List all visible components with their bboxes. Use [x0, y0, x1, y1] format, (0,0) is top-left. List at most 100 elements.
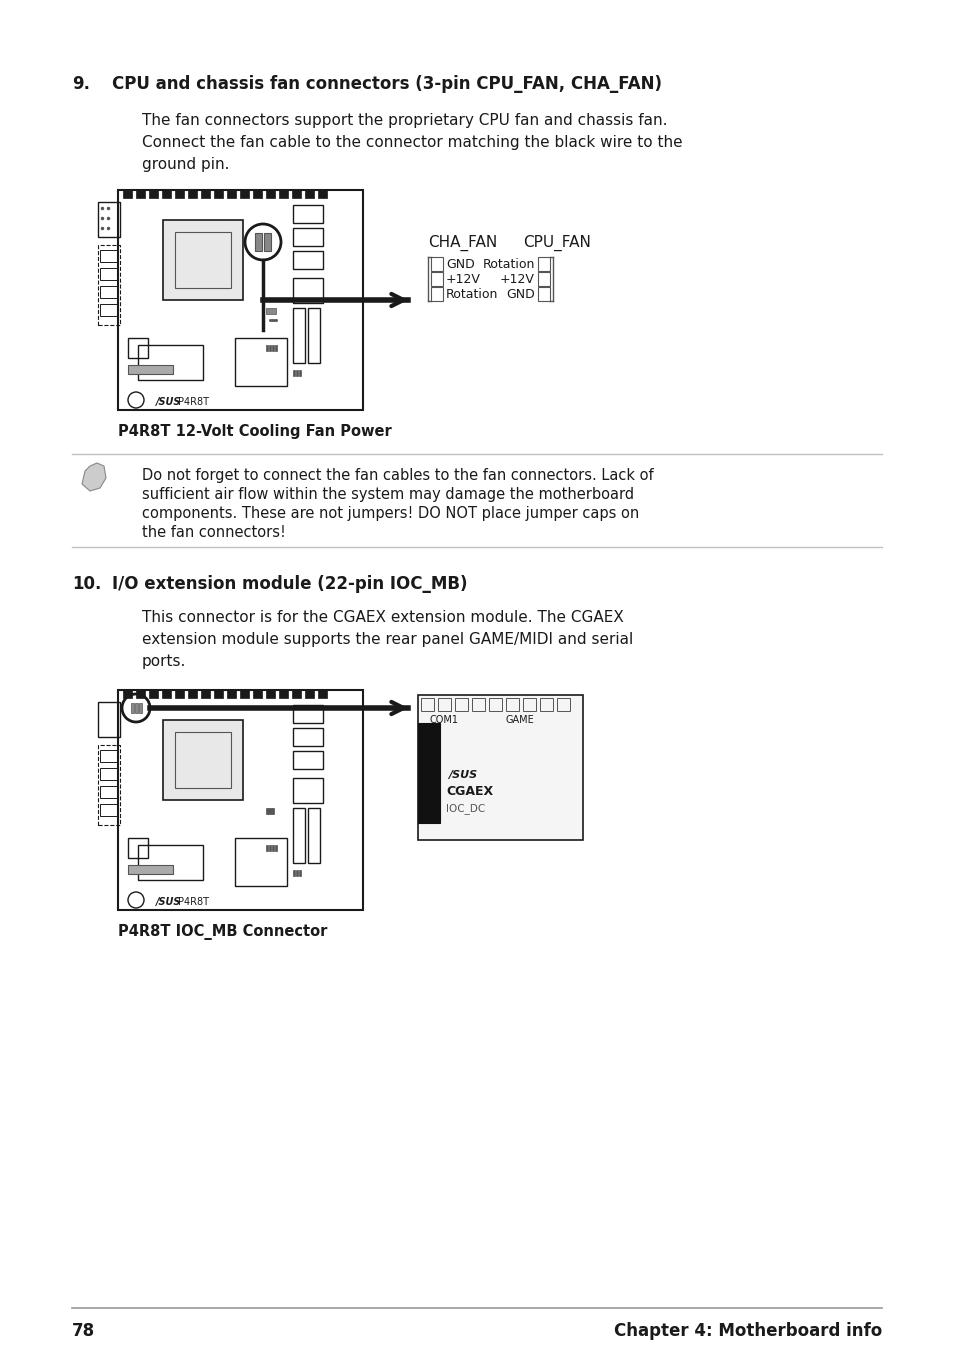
- Bar: [100, 250, 118, 262]
- Bar: [293, 705, 323, 723]
- Text: extension module supports the rear panel GAME/MIDI and serial: extension module supports the rear panel…: [142, 632, 633, 647]
- Bar: [266, 844, 268, 851]
- Bar: [118, 190, 363, 409]
- Bar: [272, 808, 274, 815]
- Bar: [293, 205, 323, 223]
- Bar: [213, 690, 223, 698]
- Bar: [293, 808, 305, 863]
- Bar: [437, 698, 451, 711]
- Text: ground pin.: ground pin.: [142, 157, 230, 172]
- Bar: [268, 808, 270, 815]
- Bar: [149, 190, 158, 199]
- Bar: [163, 220, 243, 300]
- Bar: [293, 751, 323, 769]
- Bar: [295, 370, 297, 376]
- Bar: [234, 338, 287, 386]
- Text: +12V: +12V: [499, 273, 535, 286]
- Text: sufficient air flow within the system may damage the motherboard: sufficient air flow within the system ma…: [142, 486, 634, 503]
- Text: components. These are not jumpers! DO NOT place jumper caps on: components. These are not jumpers! DO NO…: [142, 507, 639, 521]
- Bar: [522, 698, 536, 711]
- Bar: [269, 844, 271, 851]
- Bar: [100, 304, 118, 316]
- Text: IOC_DC: IOC_DC: [446, 802, 485, 813]
- Bar: [557, 698, 569, 711]
- Bar: [100, 767, 118, 780]
- Bar: [293, 278, 323, 303]
- Bar: [274, 345, 276, 351]
- Bar: [295, 870, 297, 875]
- Text: CGAEX: CGAEX: [446, 785, 493, 798]
- Bar: [162, 690, 171, 698]
- Bar: [272, 844, 274, 851]
- Bar: [293, 308, 305, 363]
- Bar: [135, 703, 138, 713]
- Bar: [264, 232, 271, 251]
- Bar: [98, 245, 120, 326]
- Bar: [505, 698, 518, 711]
- Bar: [455, 698, 468, 711]
- Bar: [266, 690, 274, 698]
- Text: Connect the fan cable to the connector matching the black wire to the: Connect the fan cable to the connector m…: [142, 135, 682, 150]
- Bar: [174, 190, 184, 199]
- Text: P4R8T: P4R8T: [178, 397, 209, 407]
- Text: Do not forget to connect the fan cables to the fan connectors. Lack of: Do not forget to connect the fan cables …: [142, 467, 653, 484]
- Bar: [100, 786, 118, 798]
- Bar: [213, 190, 223, 199]
- Text: P4R8T: P4R8T: [178, 897, 209, 907]
- Bar: [253, 690, 262, 698]
- Bar: [227, 190, 235, 199]
- Bar: [123, 190, 132, 199]
- Bar: [100, 286, 118, 299]
- Bar: [292, 690, 301, 698]
- Bar: [201, 190, 210, 199]
- Bar: [305, 690, 314, 698]
- Bar: [136, 690, 145, 698]
- Bar: [266, 190, 274, 199]
- Text: CHA_FAN: CHA_FAN: [428, 235, 497, 251]
- Polygon shape: [82, 463, 106, 490]
- Bar: [272, 345, 274, 351]
- Bar: [293, 370, 294, 376]
- Text: P4R8T 12-Volt Cooling Fan Power: P4R8T 12-Volt Cooling Fan Power: [118, 424, 392, 439]
- Bar: [489, 698, 501, 711]
- Bar: [163, 720, 243, 800]
- Bar: [539, 698, 553, 711]
- Bar: [537, 272, 550, 286]
- Bar: [234, 838, 287, 886]
- Bar: [98, 744, 120, 825]
- Bar: [278, 190, 288, 199]
- Text: GND: GND: [506, 288, 535, 301]
- Bar: [98, 203, 120, 236]
- Bar: [98, 703, 120, 738]
- Bar: [278, 690, 288, 698]
- Bar: [431, 286, 442, 301]
- Bar: [298, 370, 301, 376]
- Bar: [188, 190, 196, 199]
- Bar: [537, 286, 550, 301]
- Text: /SUS: /SUS: [448, 770, 476, 780]
- Bar: [100, 267, 118, 280]
- Bar: [254, 232, 262, 251]
- Bar: [269, 345, 271, 351]
- Bar: [417, 694, 582, 840]
- Bar: [317, 690, 327, 698]
- Bar: [293, 251, 323, 269]
- Bar: [174, 732, 231, 788]
- Text: +12V: +12V: [446, 273, 480, 286]
- Bar: [100, 750, 118, 762]
- Text: 10.: 10.: [71, 576, 101, 593]
- Text: CPU and chassis fan connectors (3-pin CPU_FAN, CHA_FAN): CPU and chassis fan connectors (3-pin CP…: [112, 76, 661, 93]
- Bar: [162, 190, 171, 199]
- Bar: [128, 338, 148, 358]
- Bar: [293, 778, 323, 802]
- Bar: [201, 690, 210, 698]
- Bar: [138, 844, 203, 880]
- Bar: [298, 870, 301, 875]
- Bar: [227, 690, 235, 698]
- Bar: [128, 838, 148, 858]
- Bar: [128, 865, 172, 874]
- Bar: [537, 257, 550, 272]
- Bar: [293, 728, 323, 746]
- Text: /SUS: /SUS: [156, 897, 181, 907]
- Bar: [266, 808, 268, 815]
